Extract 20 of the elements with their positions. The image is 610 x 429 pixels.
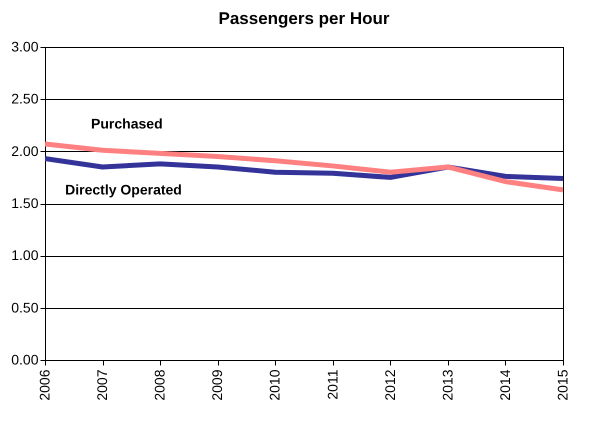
x-tick-label: 2011 — [324, 369, 340, 400]
y-tick-label: 0.00 — [11, 352, 39, 368]
y-tick-label: 1.00 — [11, 247, 39, 264]
x-tick-label: 2012 — [382, 369, 398, 401]
x-tick-label: 2010 — [266, 369, 283, 401]
chart-title: Passengers per Hour — [218, 9, 390, 28]
x-tick-label: 2006 — [36, 369, 52, 401]
x-tick-label: 2013 — [439, 369, 456, 401]
series-label: Directly Operated — [65, 182, 182, 198]
x-tick-label: 2015 — [554, 369, 570, 401]
series-label: Purchased — [91, 115, 163, 132]
y-tick-label: 1.50 — [11, 195, 39, 211]
y-tick-label: 2.50 — [11, 90, 39, 107]
x-tick-label: 2009 — [209, 369, 226, 401]
y-tick-label: 2.00 — [11, 142, 39, 159]
y-tick-label: 3.00 — [11, 38, 39, 54]
y-tick-label: 0.50 — [11, 299, 39, 316]
x-tick-label: 2007 — [94, 369, 110, 401]
x-tick-label: 2014 — [496, 369, 513, 401]
x-tick-label: 2008 — [152, 369, 168, 401]
